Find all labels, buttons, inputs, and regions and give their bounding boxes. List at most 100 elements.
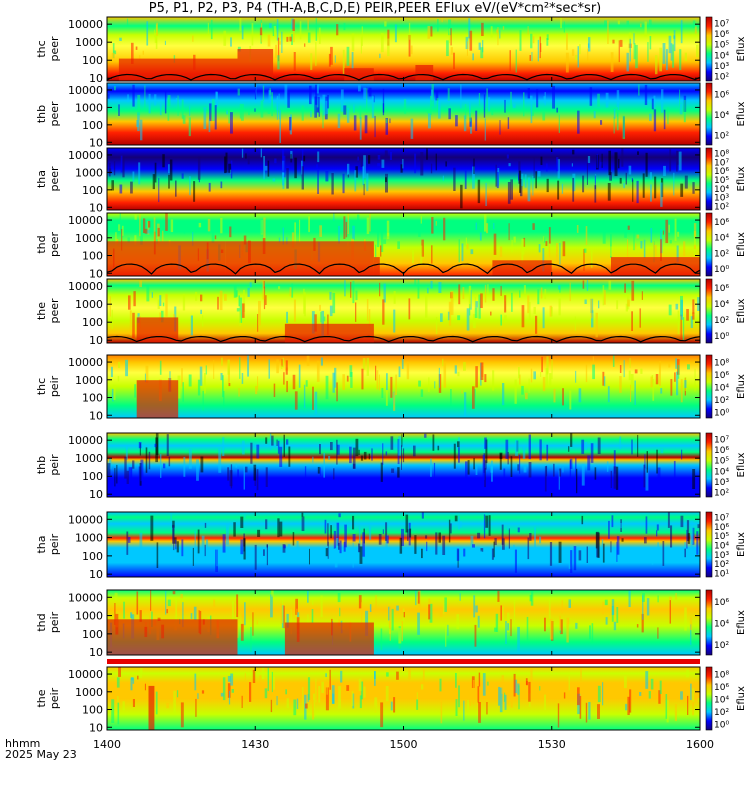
spectrogram-streak [132, 85, 134, 107]
spectrogram-streak [146, 447, 148, 472]
spectrogram-streak [626, 173, 627, 185]
spectrogram-streak [479, 673, 480, 687]
spectrogram-streak [283, 372, 284, 384]
spectrogram-streak [508, 452, 509, 464]
spectrogram-streak [656, 530, 657, 536]
spectrogram-streak [509, 163, 511, 166]
spectrogram-streak [436, 154, 437, 171]
spectrogram-streak [487, 284, 488, 294]
spectrogram-streak [202, 315, 203, 326]
spectrogram-streak [361, 369, 363, 390]
y-tick-label: 10000 [68, 214, 103, 227]
spectrogram-streak [123, 701, 125, 710]
colorbar-tick-label: 10⁸ [714, 358, 729, 368]
spectrogram-streak [439, 368, 440, 388]
spectrogram-streak [347, 47, 350, 66]
spectrogram-streak [470, 31, 473, 51]
spectrogram-streak [485, 183, 486, 206]
spectrogram-streak [158, 178, 159, 202]
spectrogram-streak [461, 390, 462, 393]
spectrogram-streak [675, 219, 677, 241]
spectrogram-streak [173, 591, 176, 594]
spectrogram-streak [582, 464, 585, 486]
spectrogram-streak [232, 601, 234, 622]
spectrogram-streak [635, 369, 638, 373]
spectrogram-streak [353, 105, 354, 113]
spectrogram-streak [332, 293, 335, 313]
spectrogram-streak [230, 37, 232, 46]
spectrogram-streak [254, 465, 257, 481]
spectrogram-streak [369, 309, 370, 326]
spectrogram-streak [570, 283, 571, 301]
spectrogram-streak [242, 149, 243, 158]
spectrogram-streak [633, 232, 634, 251]
colorbar-tick-label: 10⁶ [714, 218, 729, 228]
spectrogram-streak [305, 704, 308, 709]
spectrogram-streak [528, 26, 529, 34]
spectrogram-streak [343, 216, 345, 239]
spectrogram-streak [162, 154, 165, 167]
spectrogram-streak [434, 463, 435, 480]
spectrogram-streak [656, 374, 659, 384]
spectrogram-streak [230, 112, 233, 134]
spectrogram-streak [481, 362, 484, 380]
y-tick-label: 10000 [68, 513, 103, 526]
spectrogram-streak [475, 308, 478, 318]
spectrogram-streak [194, 674, 196, 691]
spectrogram-streak [690, 521, 693, 544]
spectrogram-streak [637, 435, 638, 457]
spectrogram-streak [282, 359, 283, 367]
spectrogram-streak [473, 159, 474, 175]
spectrogram-streak [327, 95, 329, 109]
spectrogram-streak [668, 364, 670, 368]
spectrogram-streak [269, 359, 271, 378]
spectrogram-streak [610, 247, 612, 257]
spectrogram-streak [317, 84, 319, 93]
spectrogram-streak [284, 435, 286, 457]
spectrogram-streak [540, 37, 541, 59]
y-tick-label: 10 [89, 488, 103, 501]
spectrogram-streak [237, 308, 240, 311]
spectrogram-streak [362, 26, 363, 46]
spectrogram-streak [549, 598, 551, 619]
colorbar [706, 433, 712, 497]
x-tick-label: 1430 [241, 738, 269, 751]
spectrogram-streak [189, 375, 192, 387]
spectrogram-streak [550, 542, 552, 566]
spectrogram-streak [668, 512, 670, 528]
spectrogram-streak [650, 36, 652, 49]
spectrogram-streak [444, 363, 447, 388]
colorbar-tick-label: 10³ [714, 194, 729, 204]
spectrogram-streak [652, 375, 653, 378]
spectrogram-streak [277, 696, 278, 705]
spectrogram-streak [387, 233, 389, 236]
spectrogram-streak [122, 156, 124, 177]
colorbar [706, 590, 712, 655]
spectrogram-streak [398, 628, 401, 644]
spectrogram-streak [640, 241, 642, 249]
spectrogram-streak [596, 532, 598, 548]
spectrogram-streak [437, 19, 439, 32]
spectrogram-streak [379, 534, 382, 545]
spectrogram-streak [530, 34, 532, 49]
spectrogram-streak [364, 687, 366, 698]
colorbar-tick-label: 10⁴ [714, 384, 729, 394]
spectrogram-streak [146, 21, 148, 45]
spectrogram-streak [525, 393, 528, 400]
spectrogram-streak [137, 676, 138, 680]
spectrogram-streak [684, 549, 686, 558]
spectrogram-streak [559, 243, 560, 265]
spectrogram-streak [183, 115, 186, 124]
spectrogram-streak [614, 109, 616, 119]
spectrogram-streak [386, 390, 388, 405]
spectrogram-streak [387, 536, 389, 544]
spectrogram-streak [160, 454, 161, 478]
spectrogram-streak [150, 590, 151, 611]
spectrogram-streak [608, 183, 611, 201]
spectrogram-streak [659, 48, 662, 72]
spectrogram-streak [322, 111, 323, 129]
spectrogram-streak [679, 49, 681, 70]
spectrogram-streak [343, 174, 345, 194]
spectrogram-streak [257, 620, 258, 624]
spectrogram-streak [229, 227, 231, 238]
